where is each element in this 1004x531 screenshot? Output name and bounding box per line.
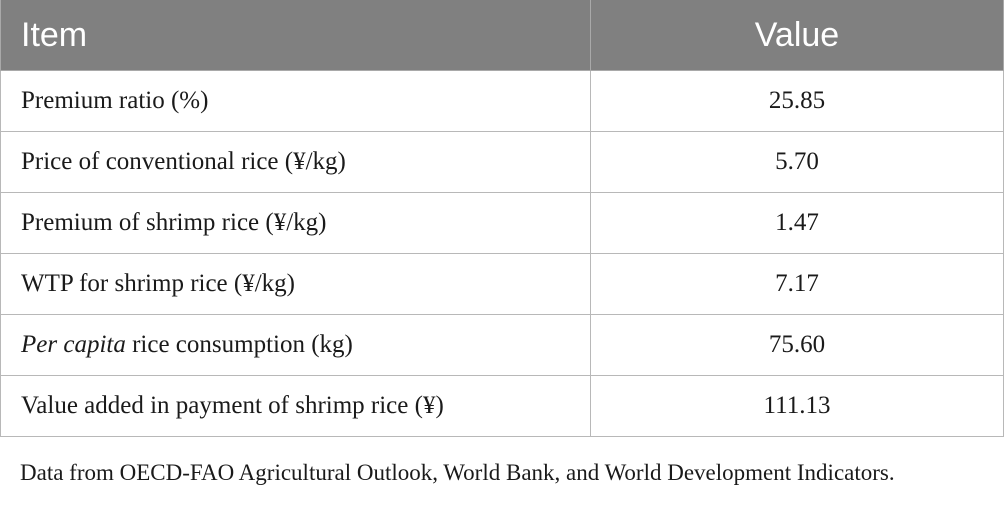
- column-header-item: Item: [0, 0, 591, 71]
- row-item-cell: Per capita rice consumption (kg): [0, 314, 591, 376]
- table-row: Value added in payment of shrimp rice (¥…: [0, 375, 1004, 437]
- row-item-cell: Value added in payment of shrimp rice (¥…: [0, 375, 591, 437]
- row-value-cell: 25.85: [590, 70, 1004, 132]
- table-row: Price of conventional rice (¥/kg) 5.70: [0, 131, 1004, 193]
- table-row: Premium of shrimp rice (¥/kg) 1.47: [0, 192, 1004, 254]
- table-container: Item Value Premium ratio (%) 25.85 Price…: [0, 0, 1004, 437]
- table-footnote: Data from OECD-FAO Agricultural Outlook,…: [20, 460, 895, 485]
- table-row: Per capita rice consumption (kg) 75.60: [0, 314, 1004, 376]
- row-item-cell: Price of conventional rice (¥/kg): [0, 131, 591, 193]
- table-header: Item Value: [0, 0, 1004, 71]
- row-item-emphasis: Per capita: [21, 331, 126, 358]
- row-item-cell: WTP for shrimp rice (¥/kg): [0, 253, 591, 315]
- table-row: WTP for shrimp rice (¥/kg) 7.17: [0, 253, 1004, 315]
- header-row: Item Value: [0, 0, 1004, 71]
- row-item-cell: Premium of shrimp rice (¥/kg): [0, 192, 591, 254]
- table-row: Premium ratio (%) 25.85: [0, 70, 1004, 132]
- row-value-cell: 1.47: [590, 192, 1004, 254]
- data-table: Item Value Premium ratio (%) 25.85 Price…: [0, 0, 1004, 437]
- row-value-cell: 111.13: [590, 375, 1004, 437]
- row-value-cell: 75.60: [590, 314, 1004, 376]
- row-item-rest: rice consumption (kg): [125, 331, 353, 358]
- table-body: Premium ratio (%) 25.85 Price of convent…: [0, 70, 1004, 437]
- row-value-cell: 7.17: [590, 253, 1004, 315]
- column-header-value: Value: [590, 0, 1004, 71]
- row-item-cell: Premium ratio (%): [0, 70, 591, 132]
- row-value-cell: 5.70: [590, 131, 1004, 193]
